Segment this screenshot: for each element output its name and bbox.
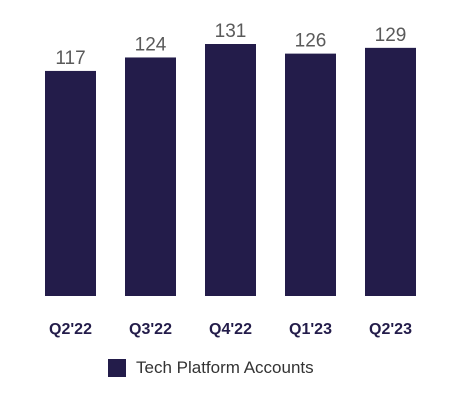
bar-0 — [45, 70, 96, 296]
data-label-4: 129 — [375, 25, 407, 46]
bar-1 — [125, 57, 176, 296]
category-label-4: Q2'23 — [369, 321, 412, 338]
data-label-0: 117 — [55, 48, 85, 69]
legend-swatch — [108, 359, 126, 377]
legend-label: Tech Platform Accounts — [136, 358, 314, 377]
bar-4 — [365, 47, 416, 297]
category-label-1: Q3'22 — [129, 321, 172, 338]
data-label-2: 131 — [215, 21, 247, 42]
chart-legend: Tech Platform Accounts — [108, 356, 314, 380]
data-label-3: 126 — [295, 31, 327, 52]
bar-2 — [205, 44, 256, 296]
category-label-3: Q1'23 — [289, 321, 332, 338]
category-label-0: Q2'22 — [49, 321, 92, 338]
data-label-1: 124 — [135, 34, 167, 55]
bar-3 — [285, 53, 336, 297]
category-label-2: Q4'22 — [209, 321, 252, 338]
